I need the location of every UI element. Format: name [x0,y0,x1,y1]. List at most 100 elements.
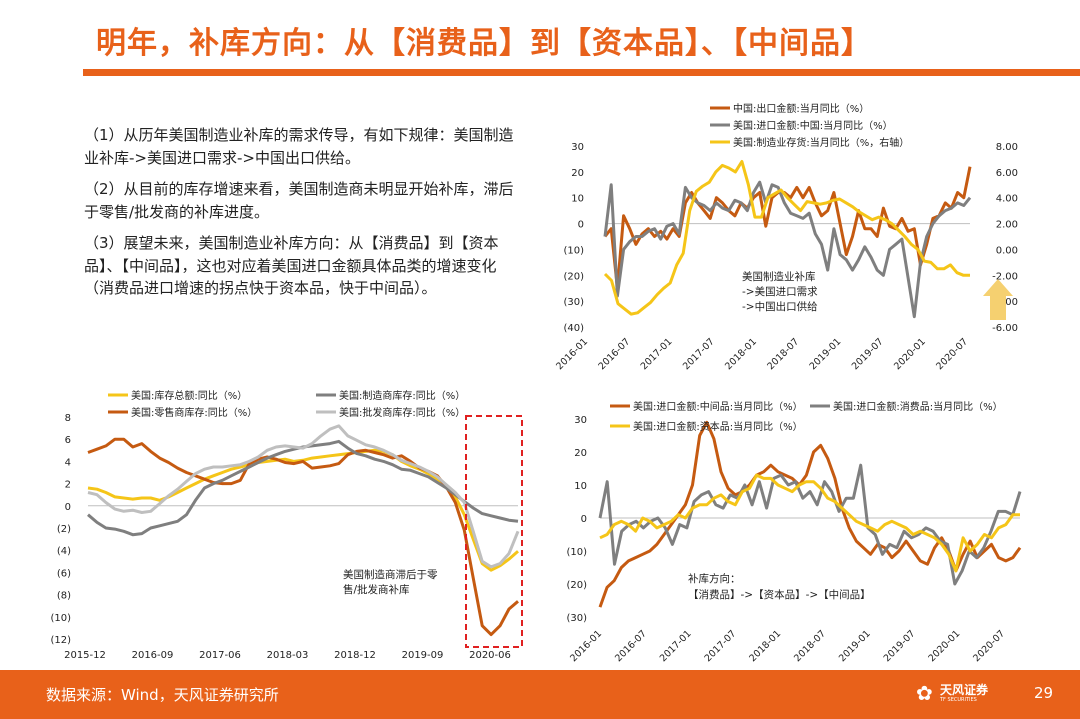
paragraph-2: （2）从目前的库存增速来看，美国制造商未明显开始补库，滞后于零售/批发商的补库进… [84,180,514,221]
bottomright-x-tick: 2016-07 [613,628,649,664]
topright-x-tick: 2017-01 [639,336,675,372]
y-tick-label: 8 [65,413,71,424]
legend-china-export-label: 中国:出口金额:当月同比（%） [733,102,869,115]
topright-x-tick: 2018-01 [723,336,759,372]
legend-capital-goods-label: 美国:进口金额:资本品:当月同比（%） [633,420,803,433]
legend-total-inventory-label: 美国:库存总额:同比（%） [131,389,247,402]
y-tick-label: (2) [57,524,71,535]
bottomright-x-tick: 2017-01 [658,628,694,664]
series-line-3 [87,439,519,537]
bottomright-x-tick: 2019-07 [882,628,918,664]
annotation-line-2: ->美国进口需求 [742,285,818,298]
bottomright-x-tick: 2016-01 [568,628,604,664]
y-tick-label: (30) [563,297,584,308]
x-tick-label: 2019-09 [402,650,444,661]
arrow-up-icon [983,279,1013,296]
y-tick-label: 10 [574,481,587,492]
paragraph-1: （1）从历年美国制造业补库的需求传导，有如下规律：美国制造业补库->美国进口需求… [84,126,514,167]
page-title: 明年，补库方向：从【消费品】到【资本品】、【中间品】 [96,26,872,61]
topright-x-tick: 2019-01 [808,336,844,372]
y-tick-label: (10) [566,547,587,558]
annotation-line-2: 售/批发商补库 [343,583,410,596]
series-line-4 [87,424,520,569]
y-tick-label: (20) [563,271,584,282]
series-line-2 [603,180,972,319]
x-tick-label: 2017-06 [199,650,241,661]
y-tick-label: (10) [50,613,71,624]
y-tick-label: 2 [65,480,71,491]
topright-x-tick: 2018-07 [765,336,801,372]
legend-wholesale-inventory-label: 美国:批发商库存:同比（%） [339,406,465,419]
y-tick-label: 30 [571,142,584,153]
page-number: 29 [1034,684,1054,702]
bottomright-x-tick: 2020-01 [926,628,962,664]
y-tick-label: (30) [566,613,587,624]
y-tick-label: (12) [50,635,71,646]
legend-retail-inventory-label: 美国:零售商库存:同比（%） [131,406,257,419]
y-tick-label: 20 [574,448,587,459]
data-source-note: 数据来源：Wind，天风证券研究所 [46,686,279,704]
y-tick-label: (20) [566,580,587,591]
y2-tick-label: -2.00 [992,271,1018,282]
y2-tick-label: 6.00 [996,168,1018,179]
y-tick-label: 4 [65,457,71,468]
arrow-up-icon-body [990,296,1006,320]
annotation-line-1: 美国制造业补库 [742,270,816,283]
title-underline [83,69,1080,76]
topright-x-tick: 2019-07 [850,336,886,372]
annotation-line-1: 补库方向： [688,572,741,585]
x-tick-label: 2015-12 [64,650,106,661]
y2-tick-label: -6.00 [992,323,1018,334]
topright-x-tick: 2016-07 [596,336,632,372]
annotation-line-1: 美国制造商滞后于零 [343,568,438,581]
legend-intermediate-goods-label: 美国:进口金额:中间品:当月同比（%） [633,400,803,413]
legend-manufacturer-inventory-label: 美国:制造商库存:同比（%） [339,389,465,402]
y-tick-label: 0 [578,220,584,231]
footer-bar: 数据来源：Wind，天风证券研究所 ✿ 天风证券 TF SECURITIES 2… [0,670,1080,719]
logo-subtext: TF SECURITIES [940,697,977,703]
topright-x-tick: 2017-07 [681,336,717,372]
chart-us-manufacturing-inventory-vs-trade: 30 20 10 0 (10) (20) (30) (40) 8.00 6.00 4.00 2.00 0… [554,102,1018,372]
tf-flower-icon: ✿ [916,681,933,705]
y-tick-label: 10 [571,194,584,205]
bottomright-x-tick: 2018-01 [747,628,783,664]
y-tick-label: 6 [65,435,71,446]
logo-text: 天风证券 [940,683,989,697]
y-tick-label: (40) [563,323,584,334]
company-logo: ✿ 天风证券 TF SECURITIES [916,680,988,708]
y2-tick-label: 8.00 [996,142,1018,153]
series-line-3 [603,160,970,316]
y2-tick-label: 2.00 [996,220,1018,231]
bottomright-x-tick: 2018-07 [792,628,828,664]
topright-x-tick: 2016-01 [554,336,590,372]
x-tick-label: 2018-12 [334,650,376,661]
y2-tick-label: 0.00 [996,245,1018,256]
bottomright-x-tick: 2019-01 [837,628,873,664]
y-tick-label: (8) [57,591,71,602]
highlight-box [465,415,523,648]
series-line-1 [603,166,972,290]
y-tick-label: (4) [57,546,71,557]
legend-consumer-goods-label: 美国:进口金额:消费品:当月同比（%） [833,400,1003,413]
x-tick-label: 2016-09 [132,650,174,661]
chart-us-import-by-category: 30 20 10 0 (10) (20) (30) 2016-01 2016-07 2017-01… [566,400,1022,664]
legend-us-mfg-inventory-label: 美国:制造业存货:当月同比（%，右轴） [733,136,909,149]
y-tick-label: (6) [57,568,71,579]
y-tick-label: (10) [563,245,584,256]
series-line-3 [599,473,1020,573]
x-tick-label: 2018-03 [267,650,309,661]
summary-text: （1）从历年美国制造业补库的需求传导，有如下规律：美国制造业补库->美国进口需求… [84,124,524,309]
paragraph-3: （3）展望未来，美国制造业补库方向：从【消费品】到【资本品】、【中间品】，这也对… [84,234,499,297]
series-line-2 [87,437,519,637]
legend-us-import-china-label: 美国:进口金额:中国:当月同比（%） [733,119,893,132]
x-tick-label: 2020-06 [469,650,511,661]
annotation-line-3: ->中国出口供给 [742,300,818,313]
y-tick-label: 0 [581,514,587,525]
annotation-line-2: 【消费品】->【资本品】->【中间品】 [688,588,871,601]
chart-us-inventory-breakdown: 8 6 4 2 0 (2) (4) (6) (8) (10) (12) 2015-12 2016-09 2… [50,389,523,661]
topright-x-tick: 2020-01 [892,336,928,372]
bottomright-x-tick: 2020-07 [971,628,1007,664]
y-tick-label: 0 [65,502,71,513]
y-tick-label: 20 [571,168,584,179]
topright-x-tick: 2020-07 [934,336,970,372]
